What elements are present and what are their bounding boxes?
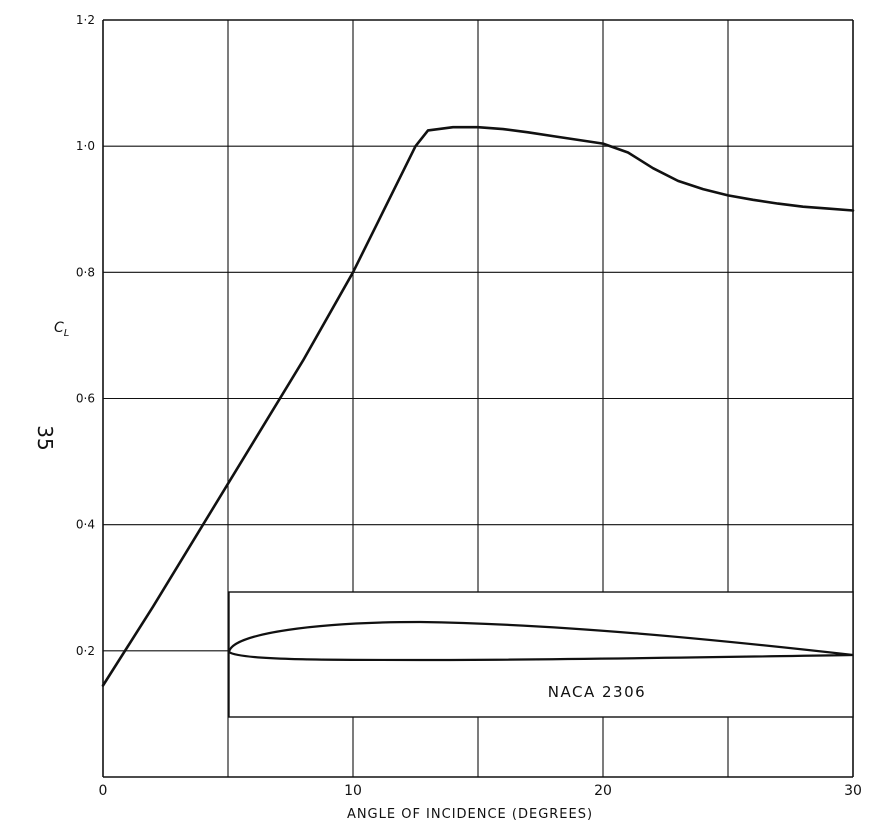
x-tick-label: 0 [99,783,108,799]
page-number: 35 [33,425,57,450]
x-tick-label: 10 [344,783,362,799]
airfoil-profile [227,620,854,662]
grid-layer [102,19,854,778]
ticks-layer: 0·2 0·4 0·6 0·8 1·0 1·2 0 10 20 30 [76,13,862,799]
y-tick-label: 0·4 [76,518,95,532]
y-tick-label: 0·6 [76,392,95,406]
y-tick-label: 0·8 [76,265,95,279]
y-axis-label-main: C [54,320,64,336]
y-tick-label: 1·0 [76,139,95,153]
x-tick-label: 20 [594,783,612,799]
series-layer [101,125,855,687]
x-tick-label: 30 [844,783,862,799]
y-axis-label-sub: L [64,328,70,339]
y-tick-label: 1·2 [76,13,95,27]
x-axis-label: ANGLE OF INCIDENCE (DEGREES) [347,807,593,822]
series-line-cl [101,125,855,687]
airfoil-inset: NACA 2306 [227,591,854,718]
y-tick-label: 0·2 [76,644,95,658]
airfoil-inset-box [228,591,854,718]
airfoil-name: NACA 2306 [548,683,646,701]
y-axis-label: CL [54,320,69,339]
